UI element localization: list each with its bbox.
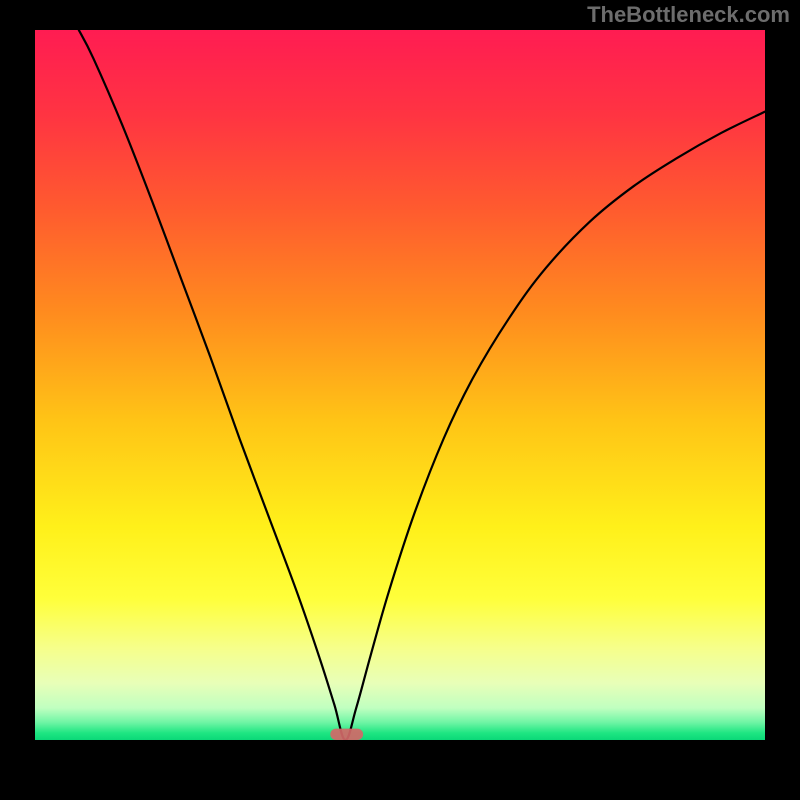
bottleneck-chart-svg	[35, 30, 765, 740]
outer-frame: TheBottleneck.com	[0, 0, 800, 800]
plot-area	[35, 30, 765, 740]
bottleneck-marker	[330, 729, 363, 740]
watermark-text: TheBottleneck.com	[587, 2, 790, 28]
gradient-background	[35, 30, 765, 740]
